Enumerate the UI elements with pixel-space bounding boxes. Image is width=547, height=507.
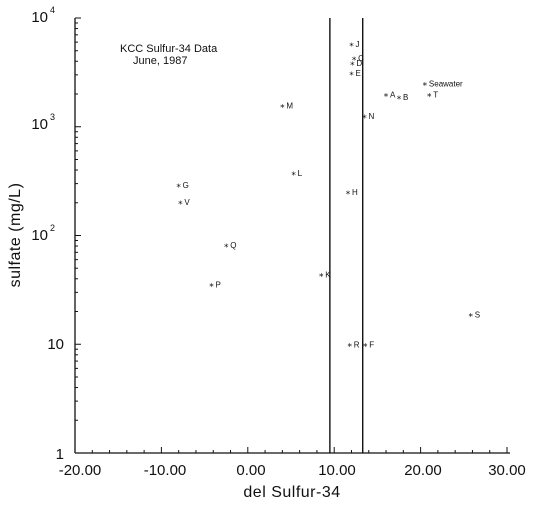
data-point: * C: [352, 54, 364, 66]
point-label: K: [325, 270, 331, 279]
point-label: A: [390, 90, 396, 99]
data-point: * D: [350, 59, 362, 71]
svg-text:2: 2: [50, 223, 55, 233]
svg-text:10: 10: [31, 227, 48, 244]
point-label: G: [183, 181, 189, 190]
point-marker: *: [423, 81, 428, 91]
point-marker: *: [209, 282, 214, 292]
svg-text:4: 4: [50, 5, 55, 15]
point-label: B: [403, 93, 408, 102]
point-label: M: [286, 102, 293, 111]
y-tick-label-10: 10: [47, 336, 64, 353]
data-point: * P: [209, 280, 221, 292]
point-label: C: [358, 54, 364, 63]
data-point: * R: [348, 341, 360, 353]
point-marker: *: [384, 92, 389, 102]
data-point: * J: [349, 40, 359, 52]
point-marker: *: [350, 61, 355, 71]
point-marker: *: [176, 183, 181, 193]
data-point: * L: [291, 169, 302, 181]
data-point: * E: [349, 69, 361, 81]
point-marker: *: [352, 56, 357, 66]
svg-text:10: 10: [31, 116, 48, 133]
data-points: * J* C* D* E* Seawater* A* B * T* M* N* L* G* H* V* Q* K*…: [176, 40, 480, 352]
point-marker: *: [291, 171, 296, 181]
data-point: * T: [427, 90, 438, 102]
point-label: J: [355, 40, 359, 49]
point-marker: *: [397, 95, 402, 105]
x-tick-label: -10.00: [144, 462, 187, 479]
y-tick-label-10e3: 10 3: [31, 112, 55, 133]
point-marker: *: [280, 104, 285, 114]
data-point: * V: [178, 198, 190, 210]
x-tick-label: 10.00: [318, 462, 356, 479]
data-point: * Q: [224, 241, 236, 253]
point-label: N: [368, 112, 374, 121]
x-tick-label: 0.00: [236, 462, 265, 479]
point-marker: *: [427, 92, 432, 102]
point-marker: *: [468, 312, 473, 322]
point-marker: *: [319, 272, 324, 282]
point-marker: *: [178, 200, 183, 210]
point-marker: *: [224, 243, 229, 253]
data-point: * N: [362, 112, 374, 124]
point-label: L: [298, 169, 303, 178]
data-point: * K: [319, 270, 331, 282]
point-label: V: [184, 198, 190, 207]
data-point: * G: [176, 181, 188, 193]
x-axis-title: del Sulfur-34: [243, 484, 340, 501]
chart-title-line-2: June, 1987: [133, 55, 187, 67]
reference-lines: [329, 18, 364, 453]
data-point: * F: [363, 341, 374, 353]
x-tick-label: -20.00: [59, 462, 102, 479]
svg-text:10: 10: [31, 9, 48, 26]
point-label: P: [216, 280, 221, 289]
point-label: Q: [230, 241, 236, 250]
data-point: * S: [468, 310, 480, 322]
data-point: * B: [397, 93, 409, 105]
point-marker: *: [349, 71, 354, 81]
point-label: E: [355, 69, 360, 78]
data-point: * M: [280, 102, 293, 114]
point-label: D: [356, 59, 362, 68]
chart-title-line-1: KCC Sulfur-34 Data: [120, 43, 218, 55]
point-label: S: [475, 310, 480, 319]
data-point: * A: [384, 90, 396, 102]
data-point: * H: [346, 188, 358, 200]
data-point: * Seawater: [423, 79, 463, 91]
point-label: T: [433, 90, 438, 99]
point-marker: *: [363, 343, 368, 353]
x-tick-label: 20.00: [404, 462, 442, 479]
y-tick-label-1: 1: [56, 446, 64, 463]
x-tick-label: 30.00: [488, 462, 526, 479]
point-marker: *: [346, 190, 351, 200]
point-marker: *: [362, 114, 367, 124]
point-label: Seawater: [429, 79, 463, 88]
point-marker: *: [349, 42, 354, 52]
point-label: F: [369, 341, 374, 350]
y-tick-label-10e2: 10 2: [31, 223, 55, 244]
y-axis-title: sulfate (mg/L): [7, 183, 24, 288]
point-marker: *: [348, 343, 353, 353]
point-label: H: [352, 188, 358, 197]
y-tick-label-10e4: 10 4: [31, 5, 55, 26]
svg-text:3: 3: [50, 112, 55, 122]
tick-marks: [74, 17, 508, 454]
point-label: R: [354, 341, 360, 350]
